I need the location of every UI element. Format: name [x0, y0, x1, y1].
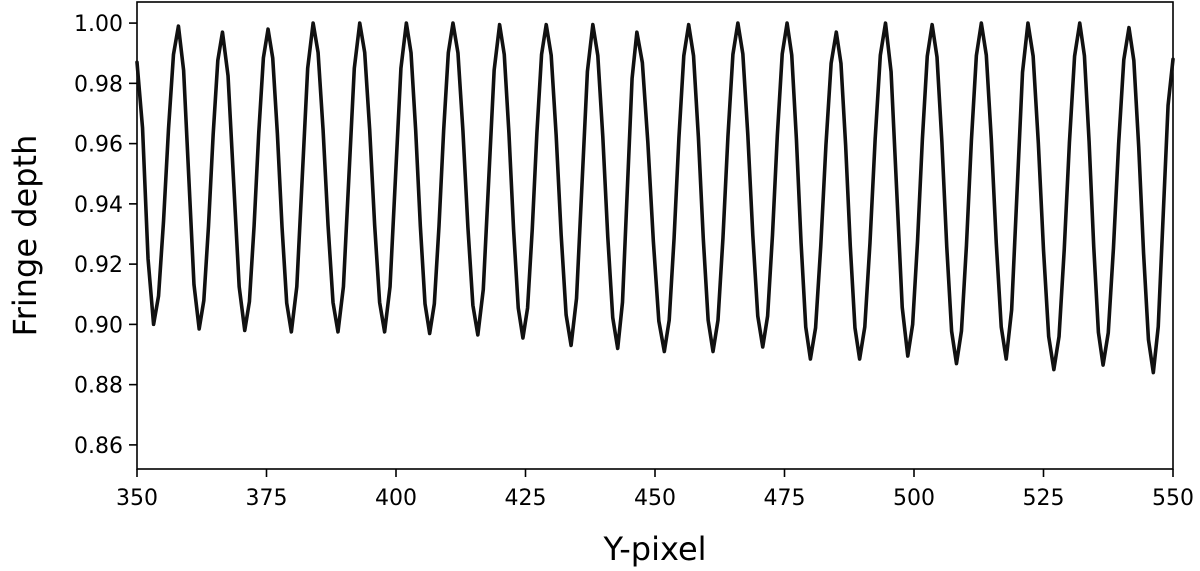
- plot-area: [135, 1, 1175, 470]
- y-tick-label: 0.98: [74, 72, 123, 97]
- y-tick-label: 0.92: [74, 253, 123, 278]
- y-axis-ticks: 0.86 0.88 0.90 0.92 0.94 0.96 0.98 1.00: [74, 12, 137, 459]
- y-tick-label: 0.90: [74, 313, 123, 338]
- y-tick-label: 0.86: [74, 434, 123, 459]
- x-tick-label: 475: [764, 486, 806, 511]
- y-tick-label: 1.00: [74, 12, 123, 37]
- x-tick-label: 350: [116, 486, 158, 511]
- x-tick-label: 375: [246, 486, 288, 511]
- x-tick-label: 550: [1152, 486, 1194, 511]
- x-tick-label: 450: [634, 486, 676, 511]
- y-tick-label: 0.88: [74, 374, 123, 399]
- y-tick-label: 0.94: [74, 193, 123, 218]
- x-axis-ticks: 350 375 400 425 450 475 500 525 550: [116, 469, 1194, 511]
- y-axis-title: Fringe depth: [6, 135, 44, 337]
- x-tick-label: 500: [893, 486, 935, 511]
- plot-frame: [136, 1, 1174, 470]
- series-line: [135, 21, 1175, 375]
- x-axis-title: Y-pixel: [602, 530, 706, 568]
- x-tick-label: 425: [505, 486, 547, 511]
- y-tick-label: 0.96: [74, 133, 123, 158]
- x-tick-label: 400: [375, 486, 417, 511]
- x-tick-label: 525: [1023, 486, 1065, 511]
